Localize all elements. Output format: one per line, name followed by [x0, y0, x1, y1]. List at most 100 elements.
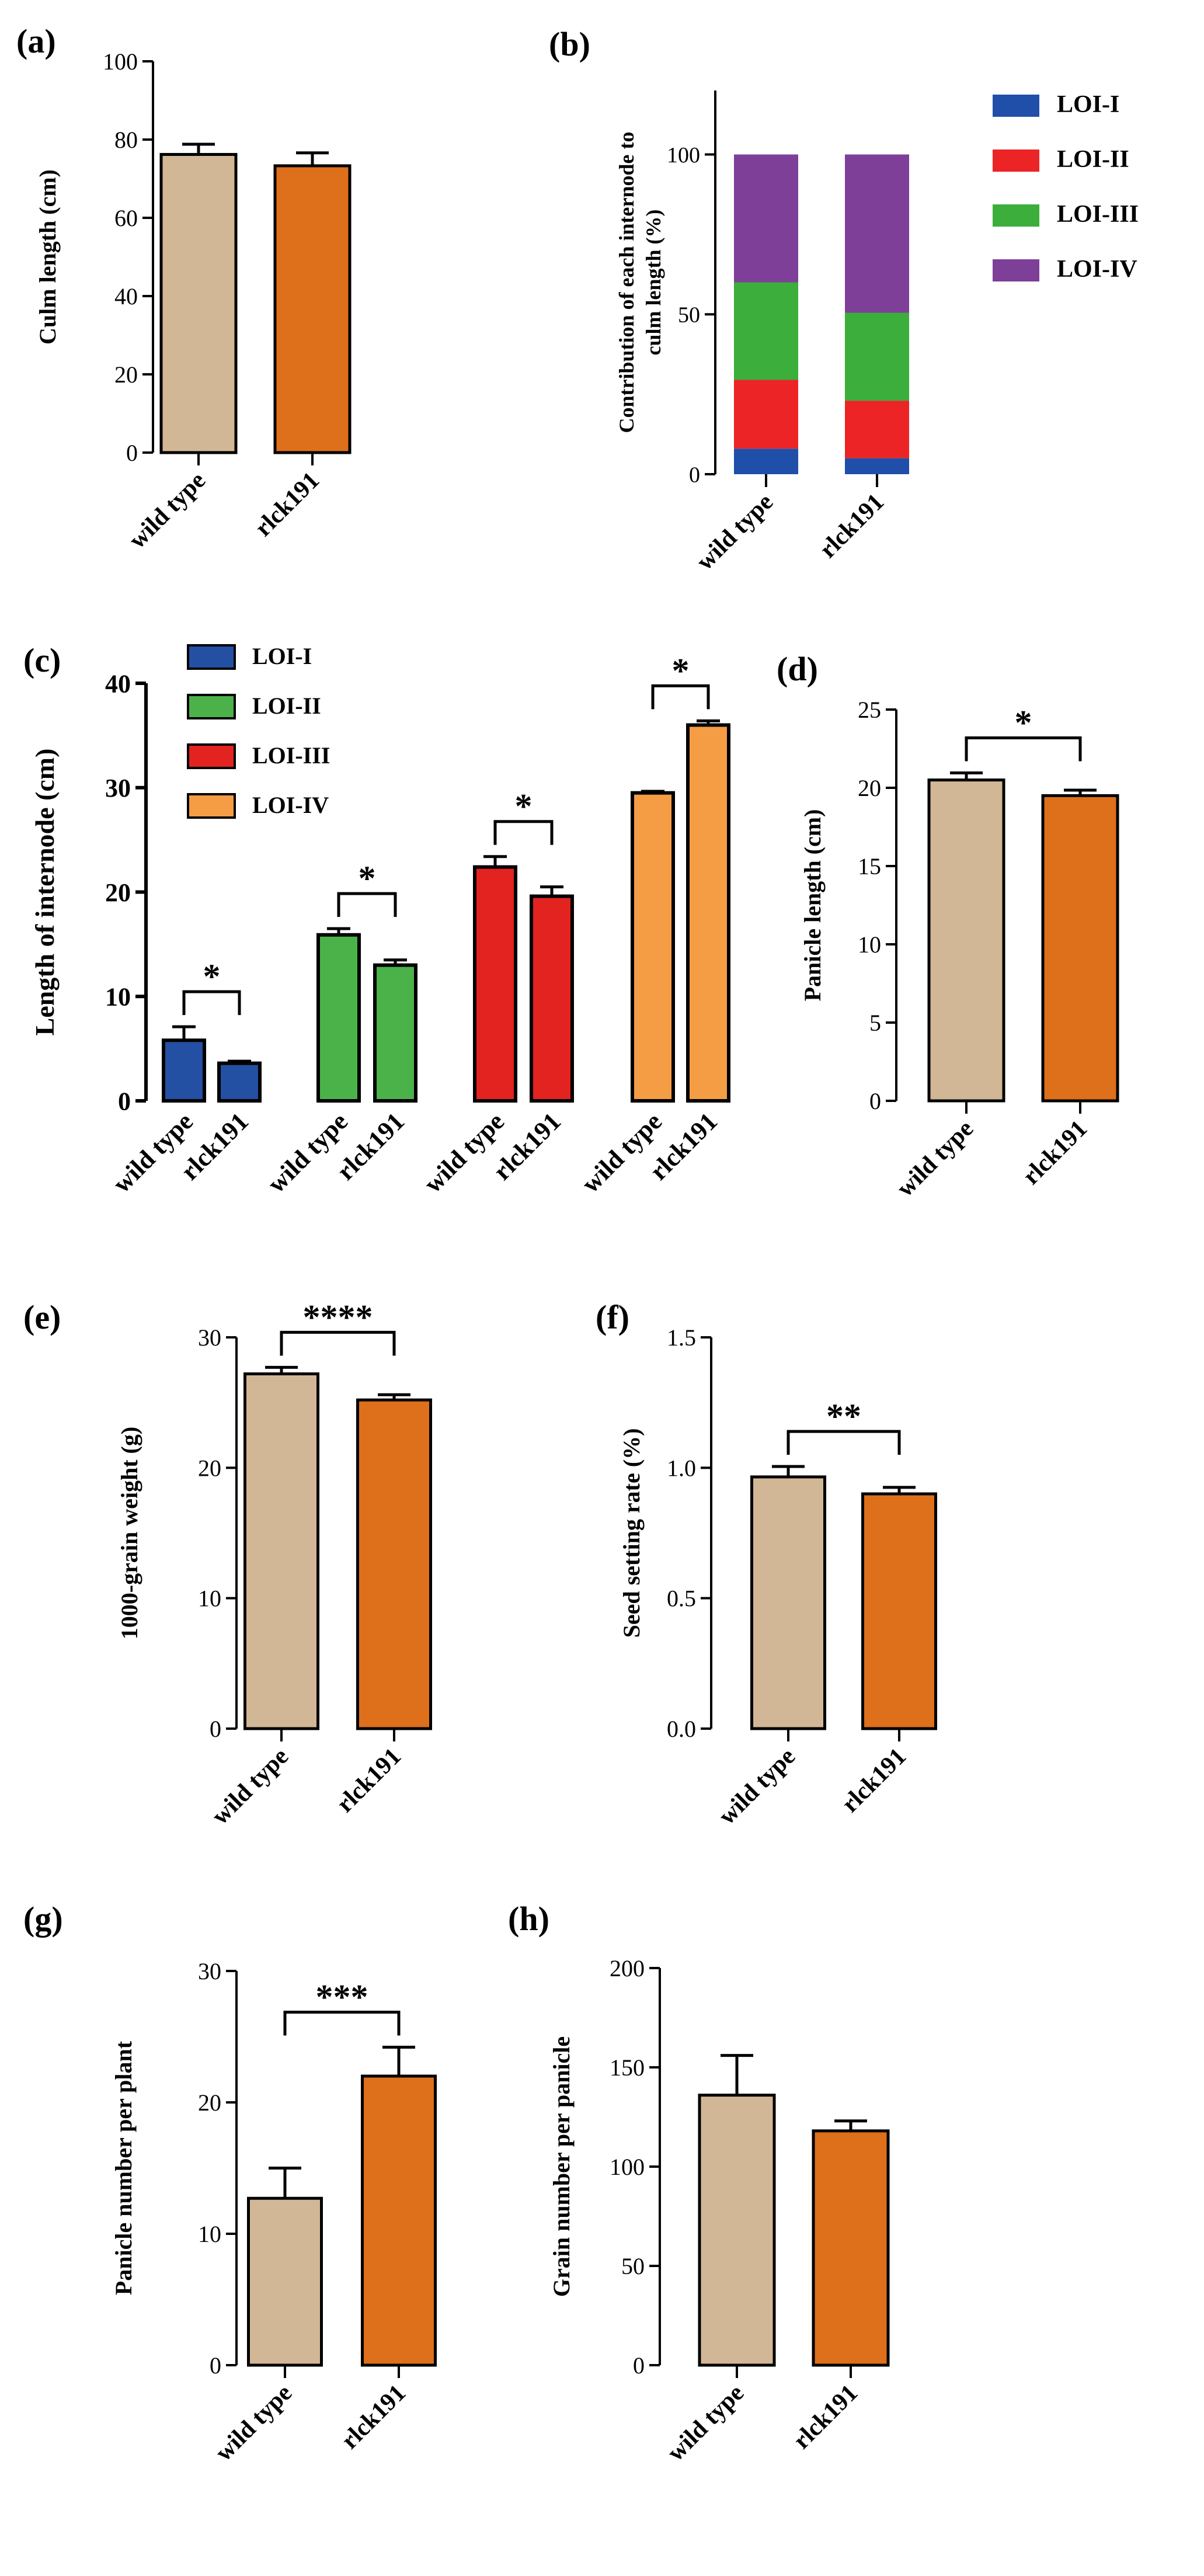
legend-label: LOI-I — [252, 643, 312, 669]
y-axis-label: Length of internode (cm) — [30, 749, 60, 1036]
significance-bracket — [283, 2011, 401, 2036]
significance-bracket — [965, 736, 1082, 762]
y-tick-label: 10 — [198, 1586, 221, 1612]
legend-label: LOI-III — [252, 742, 330, 769]
bar — [631, 791, 675, 1103]
y-tick-label: 10 — [105, 983, 131, 1011]
significance-bracket — [651, 684, 710, 710]
bar — [698, 2094, 776, 2367]
y-axis-label: 1000-grain weight (g) — [116, 1427, 142, 1639]
stack-segment — [845, 154, 909, 313]
bar — [473, 865, 517, 1103]
y-tick-label: 1.0 — [667, 1455, 696, 1481]
y-tick-label: 0 — [633, 2352, 645, 2379]
y-tick-label: 0 — [118, 1087, 131, 1115]
x-tick-label: wild type — [262, 1107, 354, 1198]
x-tick-label: wild type — [662, 2380, 749, 2467]
y-tick-label: 5 — [869, 1010, 881, 1036]
y-tick-label: 0.0 — [667, 1716, 696, 1742]
legend-swatch — [993, 150, 1039, 172]
y-tick-label: 30 — [198, 1958, 221, 1984]
legend-swatch — [187, 694, 236, 719]
y-tick-label: 0.5 — [667, 1586, 696, 1612]
significance-bracket — [337, 892, 397, 917]
x-tick-label: rlck191 — [336, 2380, 411, 2455]
stack-segment — [845, 458, 909, 474]
bar — [1041, 794, 1119, 1103]
panel-d: (d) 0 5 10 15 20 25 wild type rlck191 Panicle len… — [777, 650, 1119, 1202]
y-axis-label: Culm length (cm) — [34, 169, 61, 345]
stack-segment — [845, 312, 909, 401]
bar — [316, 933, 361, 1103]
stack-segment — [845, 401, 909, 458]
x-tick-label: wild type — [207, 1743, 294, 1830]
panel-label: (b) — [549, 25, 590, 63]
panel-label: (d) — [777, 650, 818, 688]
x-tick-label: wild type — [576, 1107, 668, 1198]
y-tick-label: 0 — [210, 2352, 221, 2379]
legend-label: LOI-IV — [1057, 256, 1137, 283]
significance-label: **** — [303, 1298, 373, 1336]
legend-swatch — [993, 95, 1039, 117]
y-axis-label: culm length (%) — [642, 210, 665, 356]
y-tick-label: 20 — [198, 1455, 221, 1481]
bar — [247, 2196, 323, 2367]
panel-label: (a) — [16, 22, 56, 60]
y-tick-label: 20 — [198, 2090, 221, 2116]
legend-swatch — [187, 743, 236, 769]
y-tick-label: 200 — [610, 1955, 645, 1981]
significance-label: * — [1015, 704, 1032, 742]
y-tick-label: 100 — [610, 2154, 645, 2180]
bar — [361, 2074, 437, 2367]
y-tick-label: 60 — [114, 205, 138, 231]
y-axis-label: Seed setting rate (%) — [618, 1428, 645, 1638]
y-tick-label: 20 — [858, 775, 881, 801]
y-tick-label: 0 — [210, 1716, 221, 1742]
legend-label: LOI-III — [1057, 201, 1139, 228]
legend-swatch — [993, 204, 1039, 227]
y-tick-label: 10 — [198, 2221, 221, 2247]
y-tick-label: 10 — [858, 931, 881, 958]
legend-label: LOI-II — [252, 693, 321, 719]
y-tick-label: 50 — [678, 303, 700, 328]
significance-label: * — [672, 651, 690, 690]
x-tick-label: rlck191 — [837, 1743, 911, 1818]
bar — [217, 1061, 262, 1103]
panel-h: (h) 0 50 100 150 200 wild type rlck191 Grain num… — [508, 1900, 890, 2467]
y-axis-label: Contribution of each internode to — [615, 132, 638, 433]
stack-segment — [734, 380, 798, 449]
bar — [812, 2129, 890, 2367]
y-tick-label: 15 — [858, 853, 881, 879]
y-tick-label: 20 — [114, 361, 138, 388]
bar — [530, 894, 574, 1103]
panel-e: (e) 0 10 20 30 wild type rlck191 1000-grain wei… — [23, 1298, 432, 1830]
significance-label: * — [359, 859, 376, 898]
x-tick-label: rlck191 — [815, 489, 889, 564]
bar — [162, 1038, 206, 1103]
x-tick-label: wild type — [419, 1107, 510, 1198]
y-tick-label: 0 — [869, 1088, 881, 1114]
y-tick-label: 30 — [198, 1324, 221, 1351]
y-axis-label: Panicle number per plant — [110, 2040, 137, 2295]
x-tick-label: rlck191 — [788, 2380, 863, 2455]
y-tick-label: 100 — [667, 143, 700, 168]
y-axis-label: Panicle length (cm) — [799, 809, 826, 1002]
y-tick-label: 20 — [105, 878, 131, 907]
x-tick-label: wild type — [124, 467, 211, 554]
panel-a: (a) 0 20 40 60 80 100 wild type rlck191 Culm leng… — [16, 22, 352, 554]
significance-bracket — [280, 1330, 396, 1356]
legend-swatch — [993, 259, 1039, 281]
bar — [243, 1372, 319, 1730]
x-tick-label: wild type — [691, 489, 778, 576]
legend-swatch — [187, 793, 236, 819]
legend-label: LOI-IV — [252, 792, 329, 818]
panel-label: (g) — [23, 1900, 63, 1938]
panel-b: (b) 0 50 100 wild type rlck191 Contribution of… — [549, 25, 1139, 575]
bar — [686, 723, 730, 1103]
y-tick-label: 0 — [126, 440, 138, 466]
bar — [356, 1398, 432, 1730]
bar — [750, 1475, 826, 1730]
y-tick-label: 25 — [858, 697, 881, 723]
panel-label: (f) — [596, 1298, 629, 1336]
